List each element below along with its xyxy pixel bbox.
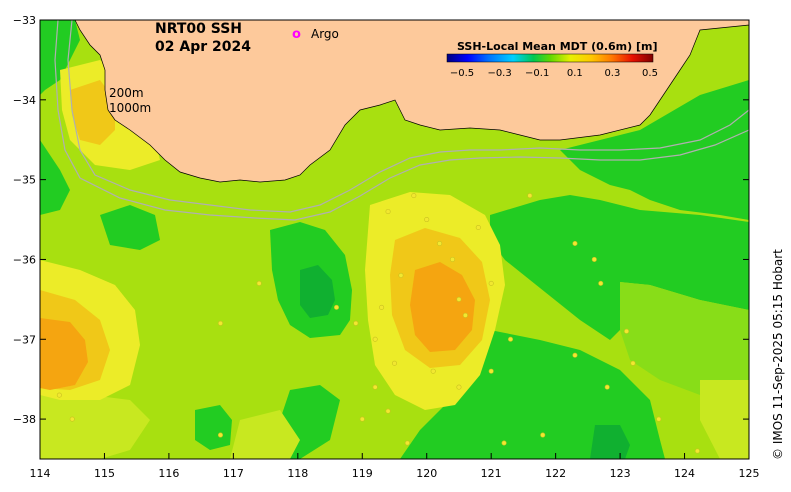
argo-float-marker xyxy=(437,240,443,246)
argo-float-marker xyxy=(624,328,630,334)
y-tick-label: −34 xyxy=(13,94,36,107)
ssh-region-darkgreen-sw xyxy=(590,425,630,459)
argo-float-marker xyxy=(359,416,365,422)
argo-float-marker xyxy=(488,280,494,286)
argo-float-marker xyxy=(572,352,578,358)
contour-label-1000m: 1000m xyxy=(109,101,151,115)
contour-1000m xyxy=(54,20,749,221)
argo-float-marker xyxy=(56,392,62,398)
x-tick-label: 121 xyxy=(481,467,502,480)
argo-float-marker xyxy=(372,384,378,390)
x-tick-label: 120 xyxy=(416,467,437,480)
colorbar-tick-label: 0.5 xyxy=(642,68,658,79)
y-tick-label: −36 xyxy=(13,253,36,266)
contour-200m xyxy=(67,20,749,213)
argo-floats xyxy=(56,193,700,454)
argo-float-marker xyxy=(604,384,610,390)
argo-float-marker xyxy=(217,320,223,326)
argo-float-marker xyxy=(450,256,456,262)
ssh-region-green-southwest xyxy=(195,405,232,450)
argo-float-marker xyxy=(656,416,662,422)
ssh-region-yellowgreen-south xyxy=(230,410,300,459)
argo-float-marker xyxy=(391,360,397,366)
argo-float-marker xyxy=(333,304,339,310)
x-tick-label: 122 xyxy=(545,467,566,480)
ssh-region-west-orange xyxy=(40,318,88,390)
ssh-region-green-coastal xyxy=(40,140,70,215)
x-tick-label: 119 xyxy=(352,467,373,480)
argo-float-marker xyxy=(488,368,494,374)
colorbar-tick-label: 0.3 xyxy=(604,68,620,79)
plot-frame xyxy=(39,19,750,460)
argo-float-marker xyxy=(398,272,404,278)
ssh-region-central-orange xyxy=(410,262,475,352)
x-tick-label: 118 xyxy=(287,467,308,480)
x-tick-label: 116 xyxy=(158,467,179,480)
argo-legend-symbol: o xyxy=(292,27,301,42)
colorbar-tick-label: −0.1 xyxy=(525,68,549,79)
y-tick-label: −38 xyxy=(13,413,36,426)
argo-float-marker xyxy=(591,256,597,262)
argo-float-marker xyxy=(456,384,462,390)
argo-float-marker xyxy=(475,225,481,231)
ssh-region-nw-lightorange xyxy=(70,80,115,145)
argo-float-marker xyxy=(353,320,359,326)
argo-legend-label: Argo xyxy=(311,27,339,41)
title-line1: NRT00 SSH xyxy=(155,21,242,37)
argo-float-marker xyxy=(540,432,546,438)
x-tick-label: 125 xyxy=(739,467,760,480)
bathymetry-contours xyxy=(54,20,749,221)
argo-float-marker xyxy=(430,368,436,374)
x-axis: 114 115 116 117 118 119 120 121 122 123 124 125 xyxy=(30,453,760,480)
argo-float-marker xyxy=(501,440,507,446)
colorbar-tick-label: −0.5 xyxy=(450,68,474,79)
ssh-region-lightgreen-east xyxy=(620,282,749,400)
argo-float-marker xyxy=(379,304,385,310)
title-line2: 02 Apr 2024 xyxy=(155,39,251,55)
argo-float-marker xyxy=(256,280,262,286)
y-axis: −33 −34 −35 −36 −37 −38 xyxy=(13,14,749,426)
argo-float-marker xyxy=(411,193,417,199)
x-tick-label: 117 xyxy=(223,467,244,480)
argo-float-marker xyxy=(462,312,468,318)
argo-float-marker xyxy=(508,336,514,342)
argo-float-marker xyxy=(598,280,604,286)
argo-float-marker xyxy=(527,193,533,199)
argo-float-marker xyxy=(694,448,700,454)
ssh-region-green-core-dark xyxy=(300,265,335,318)
y-tick-label: −37 xyxy=(13,333,36,346)
x-tick-label: 123 xyxy=(610,467,631,480)
ssh-region-green-center-left xyxy=(100,205,160,250)
argo-float-marker xyxy=(456,296,462,302)
argo-float-marker xyxy=(217,432,223,438)
argo-float-marker xyxy=(404,440,410,446)
ssh-region-green-north xyxy=(560,80,749,220)
colorbar xyxy=(446,53,654,63)
colorbar-title: SSH-Local Mean MDT (0.6m) [m] xyxy=(457,40,657,53)
argo-float-marker xyxy=(69,416,75,422)
credit-text: © IMOS 11-Sep-2025 05:15 Hobart xyxy=(771,249,785,460)
colorbar-ticks: −0.5 −0.3 −0.1 0.1 0.3 0.5 xyxy=(450,68,658,79)
argo-float-marker xyxy=(385,408,391,414)
x-tick-label: 114 xyxy=(30,467,51,480)
x-tick-label: 115 xyxy=(94,467,115,480)
argo-float-marker xyxy=(385,209,391,215)
ssh-region-yellowgreen-east2 xyxy=(700,380,749,459)
argo-float-marker xyxy=(630,360,636,366)
colorbar-tick-label: 0.1 xyxy=(567,68,583,79)
ssh-region-green-east xyxy=(490,195,749,340)
contour-label-200m: 200m xyxy=(109,86,144,100)
y-tick-label: −33 xyxy=(13,14,36,27)
argo-float-marker xyxy=(424,217,430,223)
colorbar-tick-label: −0.3 xyxy=(487,68,511,79)
argo-float-marker xyxy=(572,240,578,246)
y-tick-label: −35 xyxy=(13,174,36,187)
x-tick-label: 124 xyxy=(674,467,695,480)
argo-float-marker xyxy=(372,336,378,342)
